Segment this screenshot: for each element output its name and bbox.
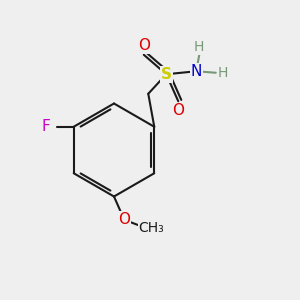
Text: O: O xyxy=(172,103,184,118)
Text: O: O xyxy=(138,38,150,53)
Text: O: O xyxy=(118,212,130,226)
Text: H: H xyxy=(218,66,229,80)
Text: S: S xyxy=(161,67,172,82)
Text: H: H xyxy=(194,40,205,54)
Text: F: F xyxy=(41,119,50,134)
Text: N: N xyxy=(190,64,202,79)
Text: CH₃: CH₃ xyxy=(139,221,164,235)
